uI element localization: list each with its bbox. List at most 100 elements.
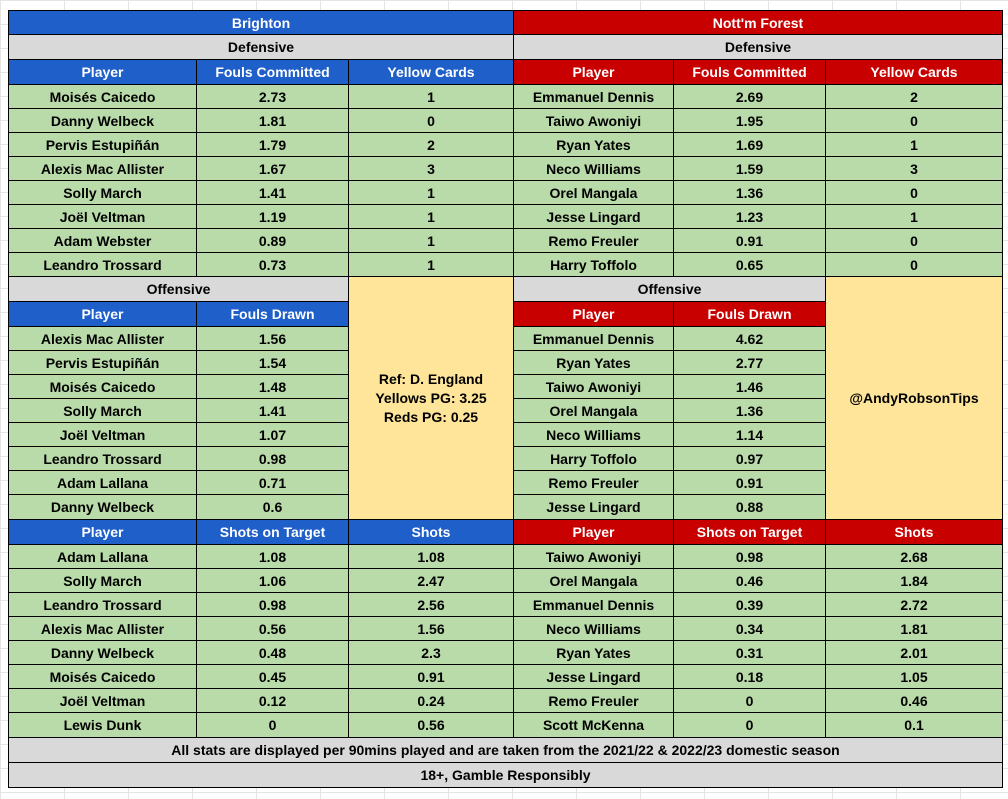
home-shots-col-shots-on-target: Shots on Target: [197, 520, 349, 545]
shots-value: 0.24: [349, 689, 514, 713]
player-name: Ryan Yates: [514, 641, 674, 665]
referee-name: Ref: D. England: [378, 370, 484, 387]
shots-on-target-value: 1.06: [197, 569, 349, 593]
shots-value: 1.56: [349, 617, 514, 641]
player-name: Orel Mangala: [514, 181, 674, 205]
shots-value: 1.05: [826, 665, 1003, 689]
player-name: Joël Veltman: [8, 205, 197, 229]
shots-value: 2.01: [826, 641, 1003, 665]
shots-value: 2.47: [349, 569, 514, 593]
yellow-cards-value: 2: [349, 133, 514, 157]
player-name: Alexis Mac Allister: [8, 327, 197, 351]
player-name: Leandro Trossard: [8, 253, 197, 277]
player-name: Danny Welbeck: [8, 641, 197, 665]
shots-value: 0.56: [349, 713, 514, 738]
player-name: Moisés Caicedo: [8, 665, 197, 689]
away-defensive-label: Defensive: [514, 35, 1003, 60]
fouls-drawn-value: 0.98: [197, 447, 349, 471]
shots-on-target-value: 0: [674, 713, 826, 738]
player-name: Alexis Mac Allister: [8, 157, 197, 181]
player-name: Orel Mangala: [514, 399, 674, 423]
fouls-drawn-value: 2.77: [674, 351, 826, 375]
shots-value: 0.1: [826, 713, 1003, 738]
player-name: Joël Veltman: [8, 689, 197, 713]
yellow-cards-value: 0: [826, 109, 1003, 133]
player-name: Remo Freuler: [514, 471, 674, 495]
fouls-drawn-value: 0.71: [197, 471, 349, 495]
player-name: Lewis Dunk: [8, 713, 197, 738]
yellow-cards-value: 3: [826, 157, 1003, 181]
yellow-cards-value: 2: [826, 85, 1003, 109]
player-name: Emmanuel Dennis: [514, 327, 674, 351]
fouls-drawn-value: 1.36: [674, 399, 826, 423]
away-offensive-label: Offensive: [514, 277, 826, 302]
yellow-cards-value: 1: [349, 205, 514, 229]
shots-on-target-value: 0.18: [674, 665, 826, 689]
shots-on-target-value: 0.48: [197, 641, 349, 665]
yellow-cards-value: 0: [349, 109, 514, 133]
yellow-cards-value: 0: [826, 181, 1003, 205]
away-shots-col-shots-on-target: Shots on Target: [674, 520, 826, 545]
fouls-drawn-value: 1.41: [197, 399, 349, 423]
yellow-cards-value: 3: [349, 157, 514, 181]
away-shots-col-shots: Shots: [826, 520, 1003, 545]
player-name: Leandro Trossard: [8, 593, 197, 617]
shots-value: 1.81: [826, 617, 1003, 641]
fouls-committed-value: 2.69: [674, 85, 826, 109]
fouls-drawn-value: 4.62: [674, 327, 826, 351]
stats-footnote: All stats are displayed per 90mins playe…: [8, 738, 1003, 763]
shots-on-target-value: 0: [674, 689, 826, 713]
player-name: Joël Veltman: [8, 423, 197, 447]
home-defensive-label: Defensive: [8, 35, 514, 60]
fouls-drawn-value: 0.6: [197, 495, 349, 520]
player-name: Neco Williams: [514, 617, 674, 641]
player-name: Solly March: [8, 569, 197, 593]
fouls-drawn-value: 0.88: [674, 495, 826, 520]
fouls-drawn-value: 1.56: [197, 327, 349, 351]
shots-on-target-value: 0.39: [674, 593, 826, 617]
shots-value: 0.46: [826, 689, 1003, 713]
fouls-drawn-value: 1.07: [197, 423, 349, 447]
shots-on-target-value: 0.56: [197, 617, 349, 641]
shots-on-target-value: 0.98: [674, 545, 826, 569]
player-name: Moisés Caicedo: [8, 375, 197, 399]
away-def-col-yellow-cards: Yellow Cards: [826, 60, 1003, 85]
fouls-committed-value: 1.67: [197, 157, 349, 181]
yellow-cards-value: 1: [349, 229, 514, 253]
shots-value: 0.91: [349, 665, 514, 689]
player-name: Alexis Mac Allister: [8, 617, 197, 641]
player-name: Scott McKenna: [514, 713, 674, 738]
shots-value: 1.08: [349, 545, 514, 569]
player-name: Jesse Lingard: [514, 665, 674, 689]
shots-value: 2.68: [826, 545, 1003, 569]
gambling-disclaimer: 18+, Gamble Responsibly: [8, 763, 1003, 788]
player-name: Pervis Estupiñán: [8, 351, 197, 375]
referee-reds-per-game: Reds PG: 0.25: [383, 408, 479, 425]
yellow-cards-value: 1: [349, 85, 514, 109]
shots-on-target-value: 0.34: [674, 617, 826, 641]
home-shots-col-shots: Shots: [349, 520, 514, 545]
player-name: Danny Welbeck: [8, 109, 197, 133]
stats-sheet: Brighton Nott'm Forest Defensive Defensi…: [8, 10, 1003, 788]
away-off-col-player: Player: [514, 302, 674, 327]
player-name: Emmanuel Dennis: [514, 593, 674, 617]
shots-value: 2.72: [826, 593, 1003, 617]
player-name: Remo Freuler: [514, 689, 674, 713]
away-shots-col-player: Player: [514, 520, 674, 545]
player-name: Remo Freuler: [514, 229, 674, 253]
referee-info-panel: Ref: D. England Yellows PG: 3.25 Reds PG…: [349, 277, 514, 520]
yellow-cards-value: 1: [826, 133, 1003, 157]
home-team-header: Brighton: [8, 10, 514, 35]
player-name: Taiwo Awoniyi: [514, 375, 674, 399]
player-name: Solly March: [8, 181, 197, 205]
shots-value: 2.3: [349, 641, 514, 665]
player-name: Moisés Caicedo: [8, 85, 197, 109]
shots-value: 1.84: [826, 569, 1003, 593]
shots-on-target-value: 0.98: [197, 593, 349, 617]
fouls-drawn-value: 1.54: [197, 351, 349, 375]
home-off-col-fouls-drawn: Fouls Drawn: [197, 302, 349, 327]
yellow-cards-value: 0: [826, 229, 1003, 253]
fouls-committed-value: 2.73: [197, 85, 349, 109]
player-name: Emmanuel Dennis: [514, 85, 674, 109]
fouls-drawn-value: 1.46: [674, 375, 826, 399]
